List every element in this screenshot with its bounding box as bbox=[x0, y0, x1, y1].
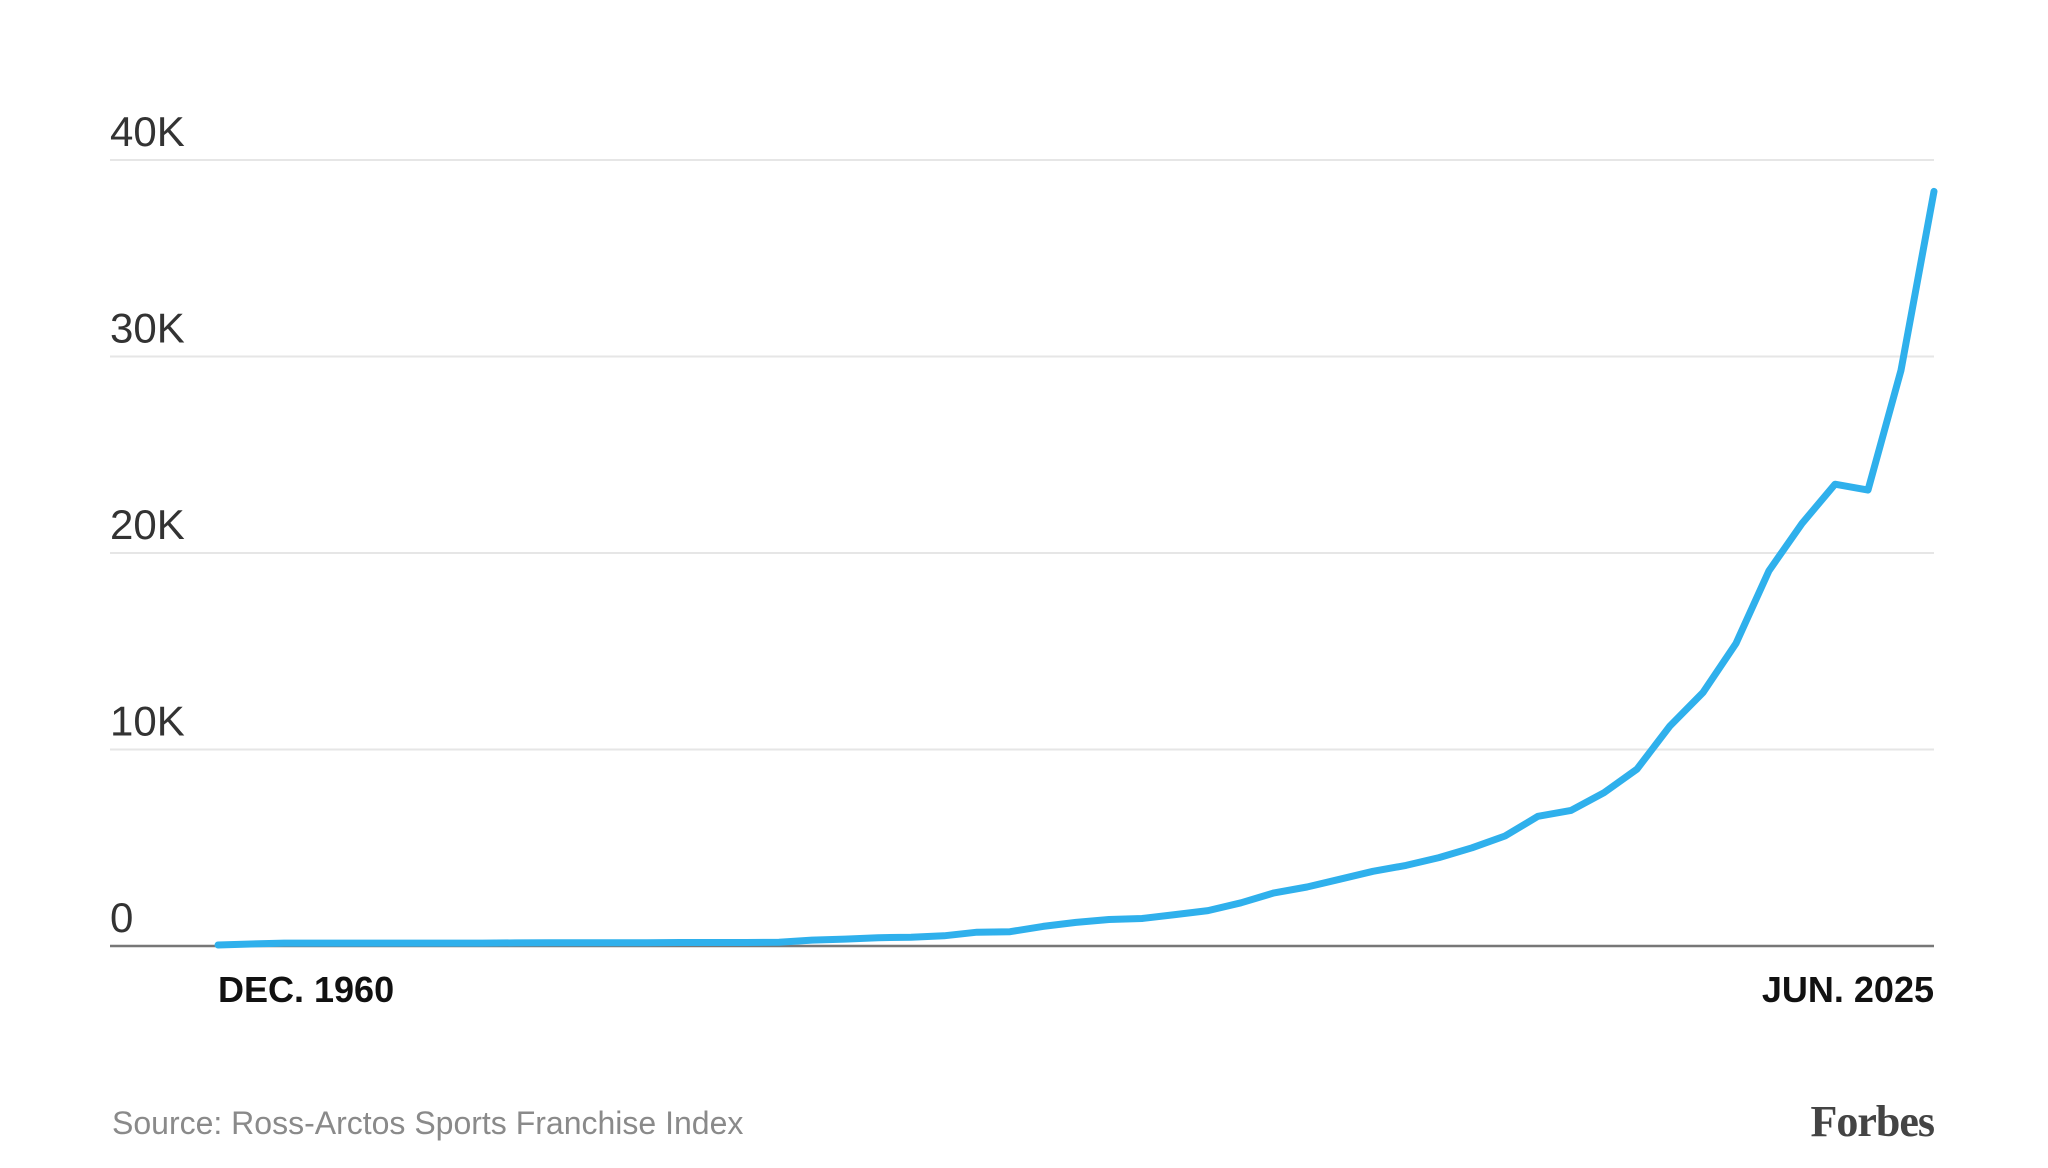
y-tick-label: 30K bbox=[110, 305, 185, 352]
data-line bbox=[214, 187, 1938, 949]
y-tick-label: 10K bbox=[110, 698, 185, 745]
y-tick-label: 40K bbox=[110, 108, 185, 155]
source-note: Source: Ross-Arctos Sports Franchise Ind… bbox=[112, 1105, 743, 1141]
y-tick-label: 0 bbox=[110, 894, 133, 941]
y-tick-label: 20K bbox=[110, 501, 185, 548]
x-tick-label: JUN. 2025 bbox=[1762, 969, 1934, 1010]
x-tick-label: DEC. 1960 bbox=[218, 969, 394, 1010]
brand-logo: Forbes bbox=[1810, 1097, 1934, 1146]
